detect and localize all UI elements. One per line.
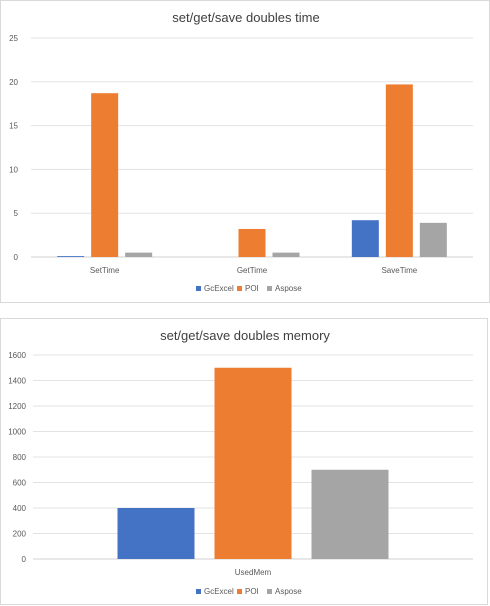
legend-swatch-aspose	[267, 589, 272, 594]
bar-aspose-usedmem	[311, 469, 389, 559]
bar-gcexcel-savetime	[351, 220, 379, 257]
bar-gcexcel-settime	[57, 256, 85, 257]
legend-label-poi: POI	[245, 587, 259, 596]
y-tick-label: 1600	[8, 351, 26, 360]
legend-swatch-gcexcel	[196, 589, 201, 594]
y-tick-label: 1200	[8, 402, 26, 411]
bar-poi-savetime	[385, 84, 413, 257]
legend-label-poi: POI	[245, 284, 259, 293]
legend-swatch-gcexcel	[196, 286, 201, 291]
chart-title: set/get/save doubles memory	[160, 328, 330, 343]
category-label: GetTime	[237, 266, 268, 275]
category-label: SetTime	[90, 266, 120, 275]
bar-gcexcel-usedmem	[117, 508, 195, 559]
bar-aspose-gettime	[272, 252, 300, 257]
memory-chart: set/get/save doubles memory 0 200 400 600 80…	[8, 328, 473, 596]
y-tick-label: 25	[9, 34, 18, 43]
legend-label-gcexcel: GcExcel	[204, 284, 234, 293]
time-chart: set/get/save doubles time 0 5 10 15 20 25 SetT…	[9, 10, 473, 293]
y-tick-label: 1000	[8, 428, 26, 437]
legend-swatch-aspose	[267, 286, 272, 291]
legend-swatch-poi	[237, 286, 242, 291]
y-tick-label: 400	[13, 504, 27, 513]
legend-label-gcexcel: GcExcel	[204, 587, 234, 596]
memory-chart-panel: set/get/save doubles memory 0 200 400 600 80…	[0, 318, 488, 605]
legend-label-aspose: Aspose	[275, 587, 302, 596]
bar-aspose-savetime	[419, 222, 447, 257]
y-tick-label: 10	[9, 165, 18, 174]
y-tick-label: 0	[14, 253, 19, 262]
bar-aspose-settime	[125, 252, 153, 257]
y-tick-label: 200	[13, 530, 27, 539]
legend-swatch-poi	[237, 589, 242, 594]
bar-poi-usedmem	[214, 367, 292, 559]
y-tick-label: 20	[9, 78, 18, 87]
legend-label-aspose: Aspose	[275, 284, 302, 293]
y-tick-label: 0	[22, 555, 27, 564]
y-tick-label: 5	[14, 209, 19, 218]
bar-poi-settime	[91, 93, 119, 257]
y-tick-label: 1400	[8, 377, 26, 386]
y-tick-label: 800	[13, 453, 27, 462]
y-tick-label: 15	[9, 122, 18, 131]
y-tick-label: 600	[13, 479, 27, 488]
category-label: SaveTime	[381, 266, 417, 275]
bar-poi-gettime	[238, 228, 266, 257]
chart-title: set/get/save doubles time	[172, 10, 319, 25]
time-chart-panel: set/get/save doubles time 0 5 10 15 20 25 SetT…	[0, 0, 490, 303]
category-label: UsedMem	[235, 568, 272, 577]
